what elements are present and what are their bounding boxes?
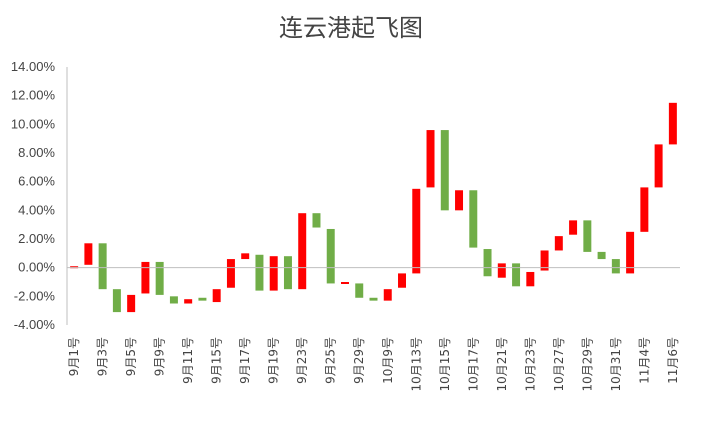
waterfall-bar-28 bbox=[455, 190, 464, 211]
x-tick-label: 9月3号 bbox=[96, 337, 110, 376]
x-tick-label: 11月4号 bbox=[637, 337, 651, 384]
waterfall-bar-19 bbox=[326, 228, 335, 284]
waterfall-bar-29 bbox=[469, 190, 478, 248]
y-tick-label: 14.00% bbox=[11, 59, 56, 74]
waterfall-bar-37 bbox=[583, 220, 592, 252]
waterfall-bar-26 bbox=[426, 130, 435, 188]
waterfall-bar-17 bbox=[298, 213, 307, 290]
waterfall-bar-7 bbox=[155, 261, 164, 295]
y-tick-label: -4.00% bbox=[14, 317, 56, 332]
waterfall-bar-8 bbox=[169, 296, 178, 304]
waterfall-bar-14 bbox=[255, 254, 264, 291]
waterfall-bar-36 bbox=[569, 220, 578, 235]
waterfall-bar-15 bbox=[269, 256, 278, 291]
y-tick-label: 2.00% bbox=[18, 231, 55, 246]
waterfall-bar-20 bbox=[341, 282, 349, 284]
waterfall-bar-34 bbox=[540, 250, 549, 271]
waterfall-bar-38 bbox=[597, 251, 606, 260]
waterfall-bar-23 bbox=[383, 289, 392, 301]
waterfall-bar-6 bbox=[141, 261, 150, 294]
y-tick-label: 6.00% bbox=[18, 174, 55, 189]
waterfall-bar-5 bbox=[127, 294, 136, 313]
x-axis: 9月1号 9月3号 9月5号 9月9号 9月11号 9月15号 9月17号 9月19号 9月23… bbox=[67, 267, 680, 392]
x-tick-label: 11月6号 bbox=[666, 337, 680, 384]
waterfall-bar-18 bbox=[312, 213, 321, 228]
waterfall-bar-2 bbox=[84, 243, 93, 265]
waterfall-bar-10 bbox=[198, 297, 207, 301]
waterfall-bar-31 bbox=[497, 263, 506, 278]
waterfall-bar-35 bbox=[554, 236, 563, 251]
waterfall-bar-39 bbox=[611, 259, 620, 274]
y-tick-label: 4.00% bbox=[18, 202, 55, 217]
waterfall-bar-9 bbox=[184, 299, 193, 304]
x-tick-label: 9月25号 bbox=[324, 337, 338, 384]
y-tick-label: 12.00% bbox=[11, 88, 56, 103]
waterfall-bar-3 bbox=[98, 243, 107, 290]
waterfall-bar-40 bbox=[626, 231, 635, 274]
x-tick-label: 10月17号 bbox=[466, 337, 480, 392]
waterfall-bar-30 bbox=[483, 249, 492, 277]
waterfall-bar-25 bbox=[412, 188, 421, 274]
bars-group bbox=[70, 102, 677, 313]
x-tick-label: 9月19号 bbox=[267, 337, 281, 384]
y-tick-label: 10.00% bbox=[11, 116, 56, 131]
y-tick-label: 8.00% bbox=[18, 145, 55, 160]
x-tick-label: 10月27号 bbox=[552, 337, 566, 392]
waterfall-bar-42 bbox=[654, 144, 663, 188]
x-tick-label: 9月5号 bbox=[124, 337, 138, 376]
x-tick-label: 10月15号 bbox=[438, 337, 452, 392]
x-tick-label: 9月1号 bbox=[67, 337, 81, 376]
waterfall-bar-32 bbox=[512, 263, 521, 287]
y-tick-label: -2.00% bbox=[14, 288, 56, 303]
x-tick-label: 10月29号 bbox=[580, 337, 594, 392]
x-tick-label: 10月23号 bbox=[523, 337, 537, 392]
y-tick-label: 0.00% bbox=[18, 260, 55, 275]
y-axis: -4.00% -2.00% 0.00% 2.00% 4.00% 6.00% 8.00% 10.… bbox=[11, 59, 68, 332]
waterfall-bar-12 bbox=[226, 259, 235, 288]
x-tick-label: 10月13号 bbox=[409, 337, 423, 392]
x-tick-label: 9月11号 bbox=[181, 337, 195, 384]
waterfall-bar-43 bbox=[668, 102, 677, 145]
chart-title: 连云港起飞图 bbox=[279, 14, 423, 42]
x-tick-label: 9月17号 bbox=[238, 337, 252, 384]
waterfall-bar-16 bbox=[283, 256, 292, 290]
waterfall-bar-24 bbox=[398, 273, 406, 288]
x-tick-label: 10月31号 bbox=[609, 337, 623, 392]
waterfall-bar-11 bbox=[212, 289, 221, 303]
waterfall-bar-4 bbox=[112, 289, 121, 313]
x-tick-label: 9月9号 bbox=[153, 337, 167, 376]
waterfall-bar-33 bbox=[526, 271, 535, 287]
x-tick-label: 9月29号 bbox=[352, 337, 366, 384]
waterfall-bar-22 bbox=[369, 297, 378, 301]
x-tick-label: 9月23号 bbox=[295, 337, 309, 384]
x-tick-label: 10月21号 bbox=[495, 337, 509, 392]
waterfall-bar-13 bbox=[241, 253, 250, 260]
x-tick-label: 9月15号 bbox=[210, 337, 224, 384]
waterfall-bar-27 bbox=[440, 130, 449, 211]
x-tick-label: 10月9号 bbox=[381, 337, 395, 384]
waterfall-bar-21 bbox=[355, 283, 364, 298]
waterfall-bar-41 bbox=[640, 187, 649, 232]
